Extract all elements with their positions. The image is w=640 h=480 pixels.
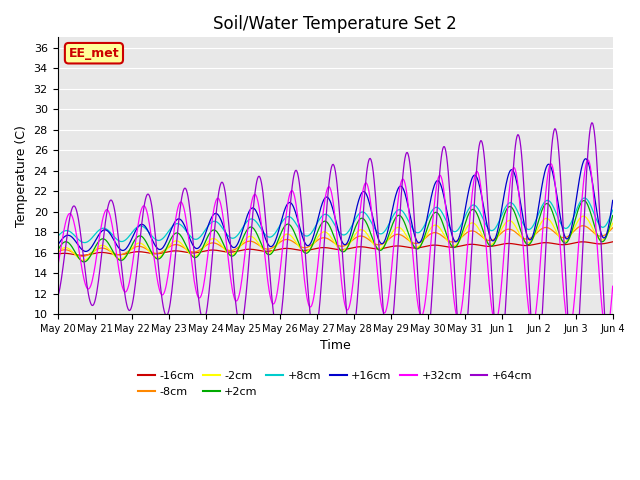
-2cm	[64, 245, 72, 251]
+16cm	[207, 216, 215, 221]
+16cm	[83, 249, 90, 254]
+2cm	[580, 198, 588, 204]
+16cm	[609, 198, 616, 204]
+8cm	[81, 240, 88, 245]
+8cm	[580, 195, 588, 201]
+16cm	[420, 231, 428, 237]
Line: +64cm: +64cm	[58, 123, 612, 375]
-8cm	[207, 240, 215, 246]
-8cm	[579, 223, 586, 228]
+64cm	[419, 337, 427, 343]
Line: -16cm: -16cm	[58, 242, 612, 255]
+64cm	[121, 290, 129, 296]
+64cm	[64, 228, 72, 234]
+2cm	[420, 237, 428, 242]
+64cm	[609, 364, 616, 370]
+32cm	[403, 189, 410, 194]
+64cm	[607, 372, 614, 378]
Line: +16cm: +16cm	[58, 159, 612, 252]
Line: +32cm: +32cm	[58, 160, 612, 331]
+2cm	[609, 213, 616, 218]
+16cm	[582, 156, 589, 162]
-8cm	[78, 253, 86, 259]
-8cm	[609, 225, 616, 231]
+2cm	[54, 248, 61, 253]
+32cm	[54, 265, 61, 271]
-8cm	[54, 250, 61, 255]
+32cm	[603, 328, 611, 334]
+16cm	[403, 200, 411, 205]
+32cm	[207, 230, 214, 236]
-2cm	[420, 238, 428, 243]
+8cm	[178, 223, 186, 228]
+2cm	[64, 240, 72, 245]
+16cm	[178, 218, 186, 224]
+32cm	[177, 199, 185, 205]
+64cm	[403, 150, 410, 156]
-16cm	[207, 247, 215, 253]
+8cm	[207, 220, 215, 226]
-16cm	[64, 251, 72, 256]
-8cm	[420, 237, 428, 242]
-8cm	[122, 250, 129, 256]
+16cm	[122, 246, 129, 252]
-16cm	[54, 251, 61, 257]
+32cm	[121, 289, 129, 295]
+64cm	[54, 295, 61, 300]
+64cm	[207, 275, 214, 281]
+2cm	[403, 227, 411, 233]
+32cm	[584, 157, 592, 163]
Text: EE_met: EE_met	[68, 47, 119, 60]
Y-axis label: Temperature (C): Temperature (C)	[15, 125, 28, 227]
Line: -8cm: -8cm	[58, 226, 612, 256]
+32cm	[609, 283, 616, 289]
-2cm	[54, 250, 61, 256]
-16cm	[420, 244, 428, 250]
-8cm	[178, 244, 186, 250]
+16cm	[64, 232, 72, 238]
+8cm	[403, 216, 411, 221]
-2cm	[79, 257, 87, 263]
+16cm	[54, 242, 61, 248]
+8cm	[64, 228, 72, 234]
+32cm	[419, 311, 427, 317]
+2cm	[207, 228, 215, 234]
Legend: -16cm, -8cm, -2cm, +2cm, +8cm, +16cm, +32cm, +64cm: -16cm, -8cm, -2cm, +2cm, +8cm, +16cm, +3…	[133, 367, 537, 401]
-16cm	[403, 244, 411, 250]
+2cm	[178, 234, 186, 240]
+2cm	[122, 254, 129, 260]
X-axis label: Time: Time	[320, 339, 351, 352]
Title: Soil/Water Temperature Set 2: Soil/Water Temperature Set 2	[213, 15, 457, 33]
+8cm	[609, 207, 616, 213]
+2cm	[80, 259, 88, 265]
-8cm	[403, 236, 411, 242]
-2cm	[178, 241, 186, 247]
Line: -2cm: -2cm	[58, 216, 612, 260]
-16cm	[122, 251, 129, 257]
+32cm	[64, 213, 72, 219]
-2cm	[207, 236, 215, 242]
-8cm	[64, 247, 72, 253]
-2cm	[579, 213, 587, 219]
-2cm	[609, 220, 616, 226]
+64cm	[588, 120, 596, 126]
+8cm	[420, 224, 428, 230]
-2cm	[122, 253, 129, 259]
+64cm	[177, 199, 185, 204]
+8cm	[122, 237, 129, 243]
-16cm	[178, 249, 186, 254]
-2cm	[403, 234, 411, 240]
-16cm	[77, 252, 85, 258]
-16cm	[609, 239, 616, 245]
Line: +8cm: +8cm	[58, 198, 612, 242]
Line: +2cm: +2cm	[58, 201, 612, 262]
+8cm	[54, 234, 61, 240]
